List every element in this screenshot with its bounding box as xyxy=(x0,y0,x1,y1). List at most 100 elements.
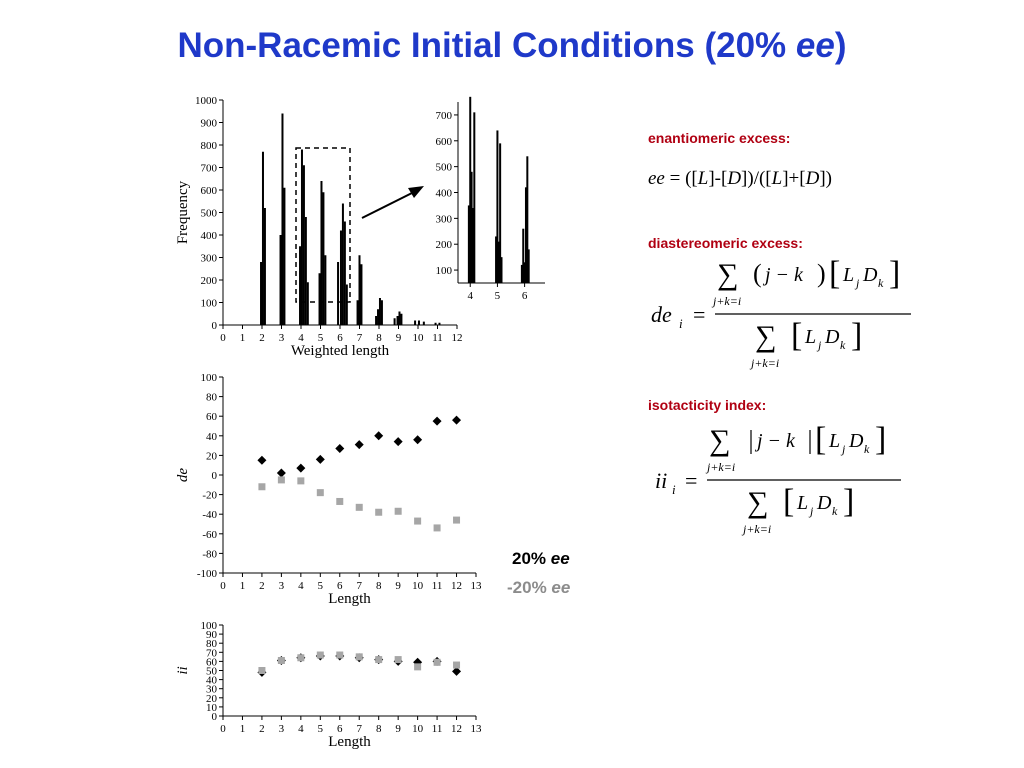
ee-rhs-2: ]-[ xyxy=(708,168,728,189)
data-point-diamond xyxy=(354,440,364,450)
y-tick-label: 500 xyxy=(436,162,453,174)
x-tick-label: 9 xyxy=(396,332,402,344)
x-axis-label: Length xyxy=(328,734,371,750)
histogram-spike xyxy=(356,300,359,325)
ee-D-2: D xyxy=(805,168,820,189)
data-point-square xyxy=(336,651,344,659)
histogram-spike xyxy=(306,282,309,325)
data-point-square xyxy=(316,489,324,497)
y-tick-label: 80 xyxy=(206,638,218,650)
legend-negative: -20% ee xyxy=(507,578,570,598)
data-point-square xyxy=(277,656,285,664)
x-tick-label: 8 xyxy=(376,580,382,592)
x-tick-label: 6 xyxy=(337,580,343,592)
data-point-diamond xyxy=(315,454,325,464)
title-main: Non-Racemic Initial Conditions (20% xyxy=(177,26,796,65)
data-point-square xyxy=(433,524,441,532)
histogram-spike xyxy=(261,151,264,325)
ii-lhs: ii xyxy=(655,468,667,493)
ii-num-k: k xyxy=(864,442,870,456)
ee-rhs-5: ]) xyxy=(819,168,832,189)
data-point-diamond xyxy=(257,455,267,465)
y-tick-label: 100 xyxy=(201,372,218,384)
zoom-box xyxy=(295,147,351,303)
histogram-spike xyxy=(500,257,503,283)
ii-den-sum: ∑ xyxy=(747,486,768,519)
ii-den-sub: j+k=i xyxy=(741,522,771,536)
y-tick-label: 20 xyxy=(206,693,218,705)
de-num-sub: j+k=i xyxy=(711,294,741,308)
de-den-sum: ∑ xyxy=(755,320,776,353)
histogram-spike xyxy=(281,113,284,325)
ii-lhs-sub: i xyxy=(672,482,676,497)
de-formula: de i = ∑ j+k=i ( j − k ) [ L j D k ] ∑ j… xyxy=(651,255,911,370)
de-lhs: de xyxy=(651,302,672,327)
x-tick-label: 13 xyxy=(471,580,483,592)
y-tick-label: 700 xyxy=(436,110,453,122)
data-point-diamond xyxy=(452,415,462,425)
y-tick-label: 300 xyxy=(201,253,218,265)
zoom-arrowhead xyxy=(408,186,424,198)
x-tick-label: 7 xyxy=(356,723,362,735)
y-tick-label: 100 xyxy=(201,620,218,632)
histogram-spike xyxy=(324,255,327,325)
x-tick-label: 4 xyxy=(467,290,473,302)
legend-positive: 20% ee xyxy=(512,549,570,569)
histogram-spike xyxy=(377,309,380,325)
data-point-square xyxy=(258,483,266,491)
de-den-j: j xyxy=(816,338,822,352)
ii-num-lbrack: [ xyxy=(815,421,826,458)
ee-rhs-4: ]+[ xyxy=(782,168,806,189)
histogram-spike xyxy=(520,264,523,283)
y-tick-label: 0 xyxy=(212,711,218,723)
histogram-spike xyxy=(438,322,441,325)
histogram-spike xyxy=(470,171,473,283)
y-tick-label: 800 xyxy=(201,140,218,152)
de-num-rbrack: ] xyxy=(889,255,900,292)
x-tick-label: 2 xyxy=(259,580,265,592)
x-tick-label: 13 xyxy=(471,723,483,735)
x-tick-label: 6 xyxy=(337,723,343,735)
ii-num-rbrack: ] xyxy=(875,421,886,458)
data-point-diamond xyxy=(335,444,345,454)
de-den-L: L xyxy=(804,326,816,348)
ii-num-j: j xyxy=(840,442,846,456)
x-tick-label: 2 xyxy=(259,723,265,735)
histogram-spike xyxy=(279,235,282,325)
histogram-spike xyxy=(380,300,383,325)
histogram-spike xyxy=(527,249,530,283)
histogram-spike xyxy=(467,205,470,283)
histogram-spike xyxy=(471,208,474,283)
data-point-square xyxy=(375,508,383,516)
enantiomeric-label: enantiomeric excess: xyxy=(648,130,791,146)
de-num-sum: ∑ xyxy=(717,258,738,291)
data-point-square xyxy=(297,477,305,485)
x-tick-label: 4 xyxy=(298,332,304,344)
data-point-diamond xyxy=(374,431,384,441)
title-close: ) xyxy=(834,26,847,65)
ee-rhs-3: ])/([ xyxy=(741,168,772,189)
x-tick-label: 10 xyxy=(413,332,425,344)
y-tick-label: 70 xyxy=(206,647,218,659)
y-tick-label: 90 xyxy=(206,629,218,641)
legend-negative-ee: ee xyxy=(551,578,571,597)
histogram-spike xyxy=(339,230,342,325)
ii-den-rbrack: ] xyxy=(843,483,854,520)
x-tick-label: 11 xyxy=(432,332,443,344)
x-tick-label: 4 xyxy=(298,580,304,592)
de-den-k: k xyxy=(840,338,846,352)
x-tick-label: 12 xyxy=(452,332,463,344)
zoom-arrow xyxy=(361,189,419,219)
ee-formula: ee = ([L]-[D])/([L]+[D]) xyxy=(648,168,832,190)
y-tick-label: 100 xyxy=(201,298,218,310)
data-point-diamond xyxy=(452,666,462,676)
x-axis-label: Length xyxy=(328,591,371,607)
histogram-spike xyxy=(300,149,303,325)
de-den-rbrack: ] xyxy=(851,317,862,354)
y-tick-label: 60 xyxy=(206,411,218,423)
histogram-spike xyxy=(360,264,363,325)
histogram-spike xyxy=(358,255,361,325)
x-tick-label: 2 xyxy=(259,332,265,344)
